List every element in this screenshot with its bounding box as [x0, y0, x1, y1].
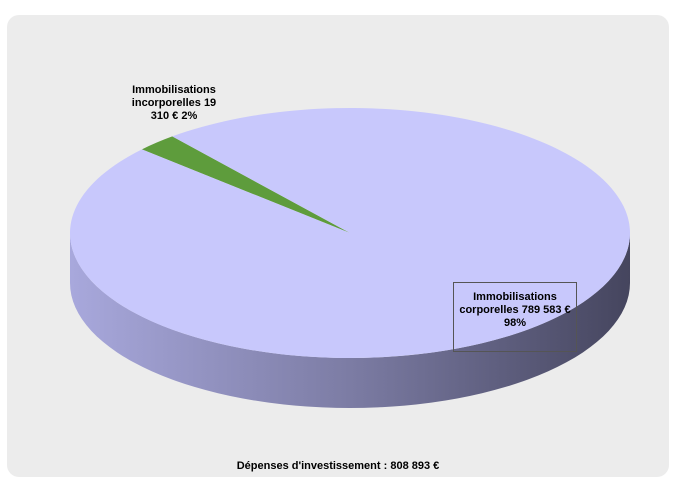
- slice-category: Immobilisations corporelles: [459, 291, 557, 316]
- chart-title: Dépenses d'investissement : 808 893 €: [236, 460, 440, 472]
- slice-value-label: 789 583 € 98%: [503, 304, 571, 329]
- slice: [69, 108, 630, 358]
- slice: [141, 136, 350, 233]
- slice-value-label: 19 310 € 2%: [150, 97, 217, 122]
- pie: [69, 108, 630, 408]
- slice-label: Immobilisations corporelles 789 583 € 98…: [453, 282, 577, 352]
- slice-category: Immobilisations incorporelles: [131, 84, 216, 109]
- slice-side: [70, 233, 630, 408]
- slice-label: Immobilisations incorporelles 19 310 € 2…: [128, 84, 220, 123]
